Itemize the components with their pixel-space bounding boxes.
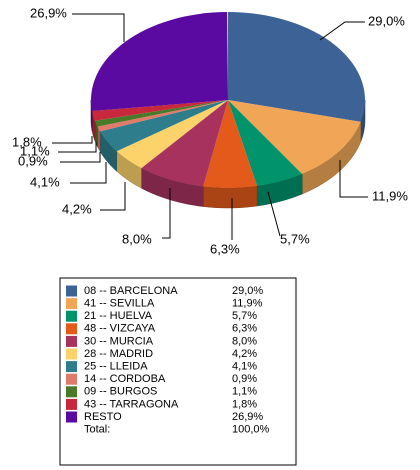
legend-swatch	[66, 323, 77, 335]
legend-value: 4,2%	[232, 348, 257, 360]
data-label: 5,7%	[280, 231, 310, 246]
legend-swatch	[66, 386, 77, 398]
leader-line	[267, 191, 281, 237]
legend-value: 1,1%	[232, 386, 257, 398]
data-label: 4,1%	[30, 174, 60, 189]
data-label: 4,2%	[62, 201, 92, 216]
total-value: 100,0%	[232, 424, 270, 436]
leader-line	[60, 152, 101, 163]
legend-swatch	[66, 285, 77, 297]
leader-line	[339, 160, 368, 198]
data-label: 8,0%	[122, 231, 152, 246]
legend-value: 1,8%	[232, 398, 257, 410]
leader-line	[100, 182, 126, 211]
pie-slice	[94, 100, 229, 127]
data-label: 6,3%	[210, 241, 240, 256]
pie-slice	[228, 100, 303, 186]
legend-swatch	[66, 348, 77, 360]
legend-value: 11,9%	[232, 298, 263, 310]
legend-swatch	[66, 398, 77, 410]
leader-line	[162, 188, 171, 239]
leader-line	[72, 13, 125, 42]
legend-label: 25 -- LLEIDA	[84, 361, 148, 373]
pie-slice	[92, 100, 228, 121]
pie-sides	[90, 99, 366, 209]
leader-line	[52, 136, 93, 144]
legend-label: 28 -- MADRID	[84, 348, 153, 360]
pie-slice	[97, 100, 228, 132]
total-label: Total:	[84, 424, 110, 436]
legend-label: 09 -- BURGOS	[84, 386, 157, 398]
legend-label: 21 -- HUELVA	[84, 310, 153, 322]
pie-slice	[116, 100, 228, 169]
legend-swatch	[66, 411, 77, 423]
data-label: 0,9%	[18, 153, 48, 168]
data-label: 1,8%	[12, 134, 42, 149]
legend-value: 26,9%	[232, 411, 263, 423]
legend-label: 43 -- TARRAGONA	[84, 398, 179, 410]
leader-line	[58, 142, 97, 153]
legend-value: 5,7%	[232, 310, 257, 322]
legend: 08 -- BARCELONA 29,0% 41 -- SEVILLA 11,9% 21…	[59, 277, 297, 466]
legend-label: 14 -- CORDOBA	[84, 373, 166, 385]
legend-swatch	[66, 310, 77, 322]
leader-line	[70, 162, 107, 184]
legend-box	[59, 277, 297, 466]
legend-swatch	[66, 361, 77, 373]
legend-label: 30 -- MURCIA	[84, 335, 154, 347]
data-label: 26,9%	[30, 5, 67, 20]
legend-value: 4,1%	[232, 361, 257, 373]
legend-label: 41 -- SEVILLA	[84, 298, 155, 310]
pie-side	[202, 185, 258, 209]
pie-slice	[99, 100, 228, 152]
data-label: 29,0%	[368, 13, 405, 28]
legend-swatch	[66, 298, 77, 310]
pie-slice	[228, 12, 365, 122]
legend-swatch	[66, 373, 77, 385]
legend-value: 8,0%	[232, 335, 257, 347]
pie-tops	[91, 12, 365, 188]
data-label: 1,1%	[20, 143, 50, 158]
leader-line	[319, 21, 365, 41]
legend-label: RESTO	[84, 411, 122, 423]
legend-label: 48 -- VIZCAYA	[84, 323, 156, 335]
legend-swatch	[66, 335, 77, 347]
legend-value: 6,3%	[232, 323, 257, 335]
pie-slice	[91, 12, 228, 112]
pie-slice	[228, 100, 361, 175]
legend-label: 08 -- BARCELONA	[84, 285, 178, 297]
legend-value: 29,0%	[232, 285, 263, 297]
data-label: 11,9%	[372, 188, 408, 203]
legend-value: 0,9%	[232, 373, 257, 385]
pie-slice	[141, 100, 228, 187]
pie-slice	[203, 100, 258, 188]
pie-labels: 29,0% 11,9% 5,7% 6,3% 8,0% 4,2%4,1% 0,9%1,1%1,…	[12, 5, 408, 256]
